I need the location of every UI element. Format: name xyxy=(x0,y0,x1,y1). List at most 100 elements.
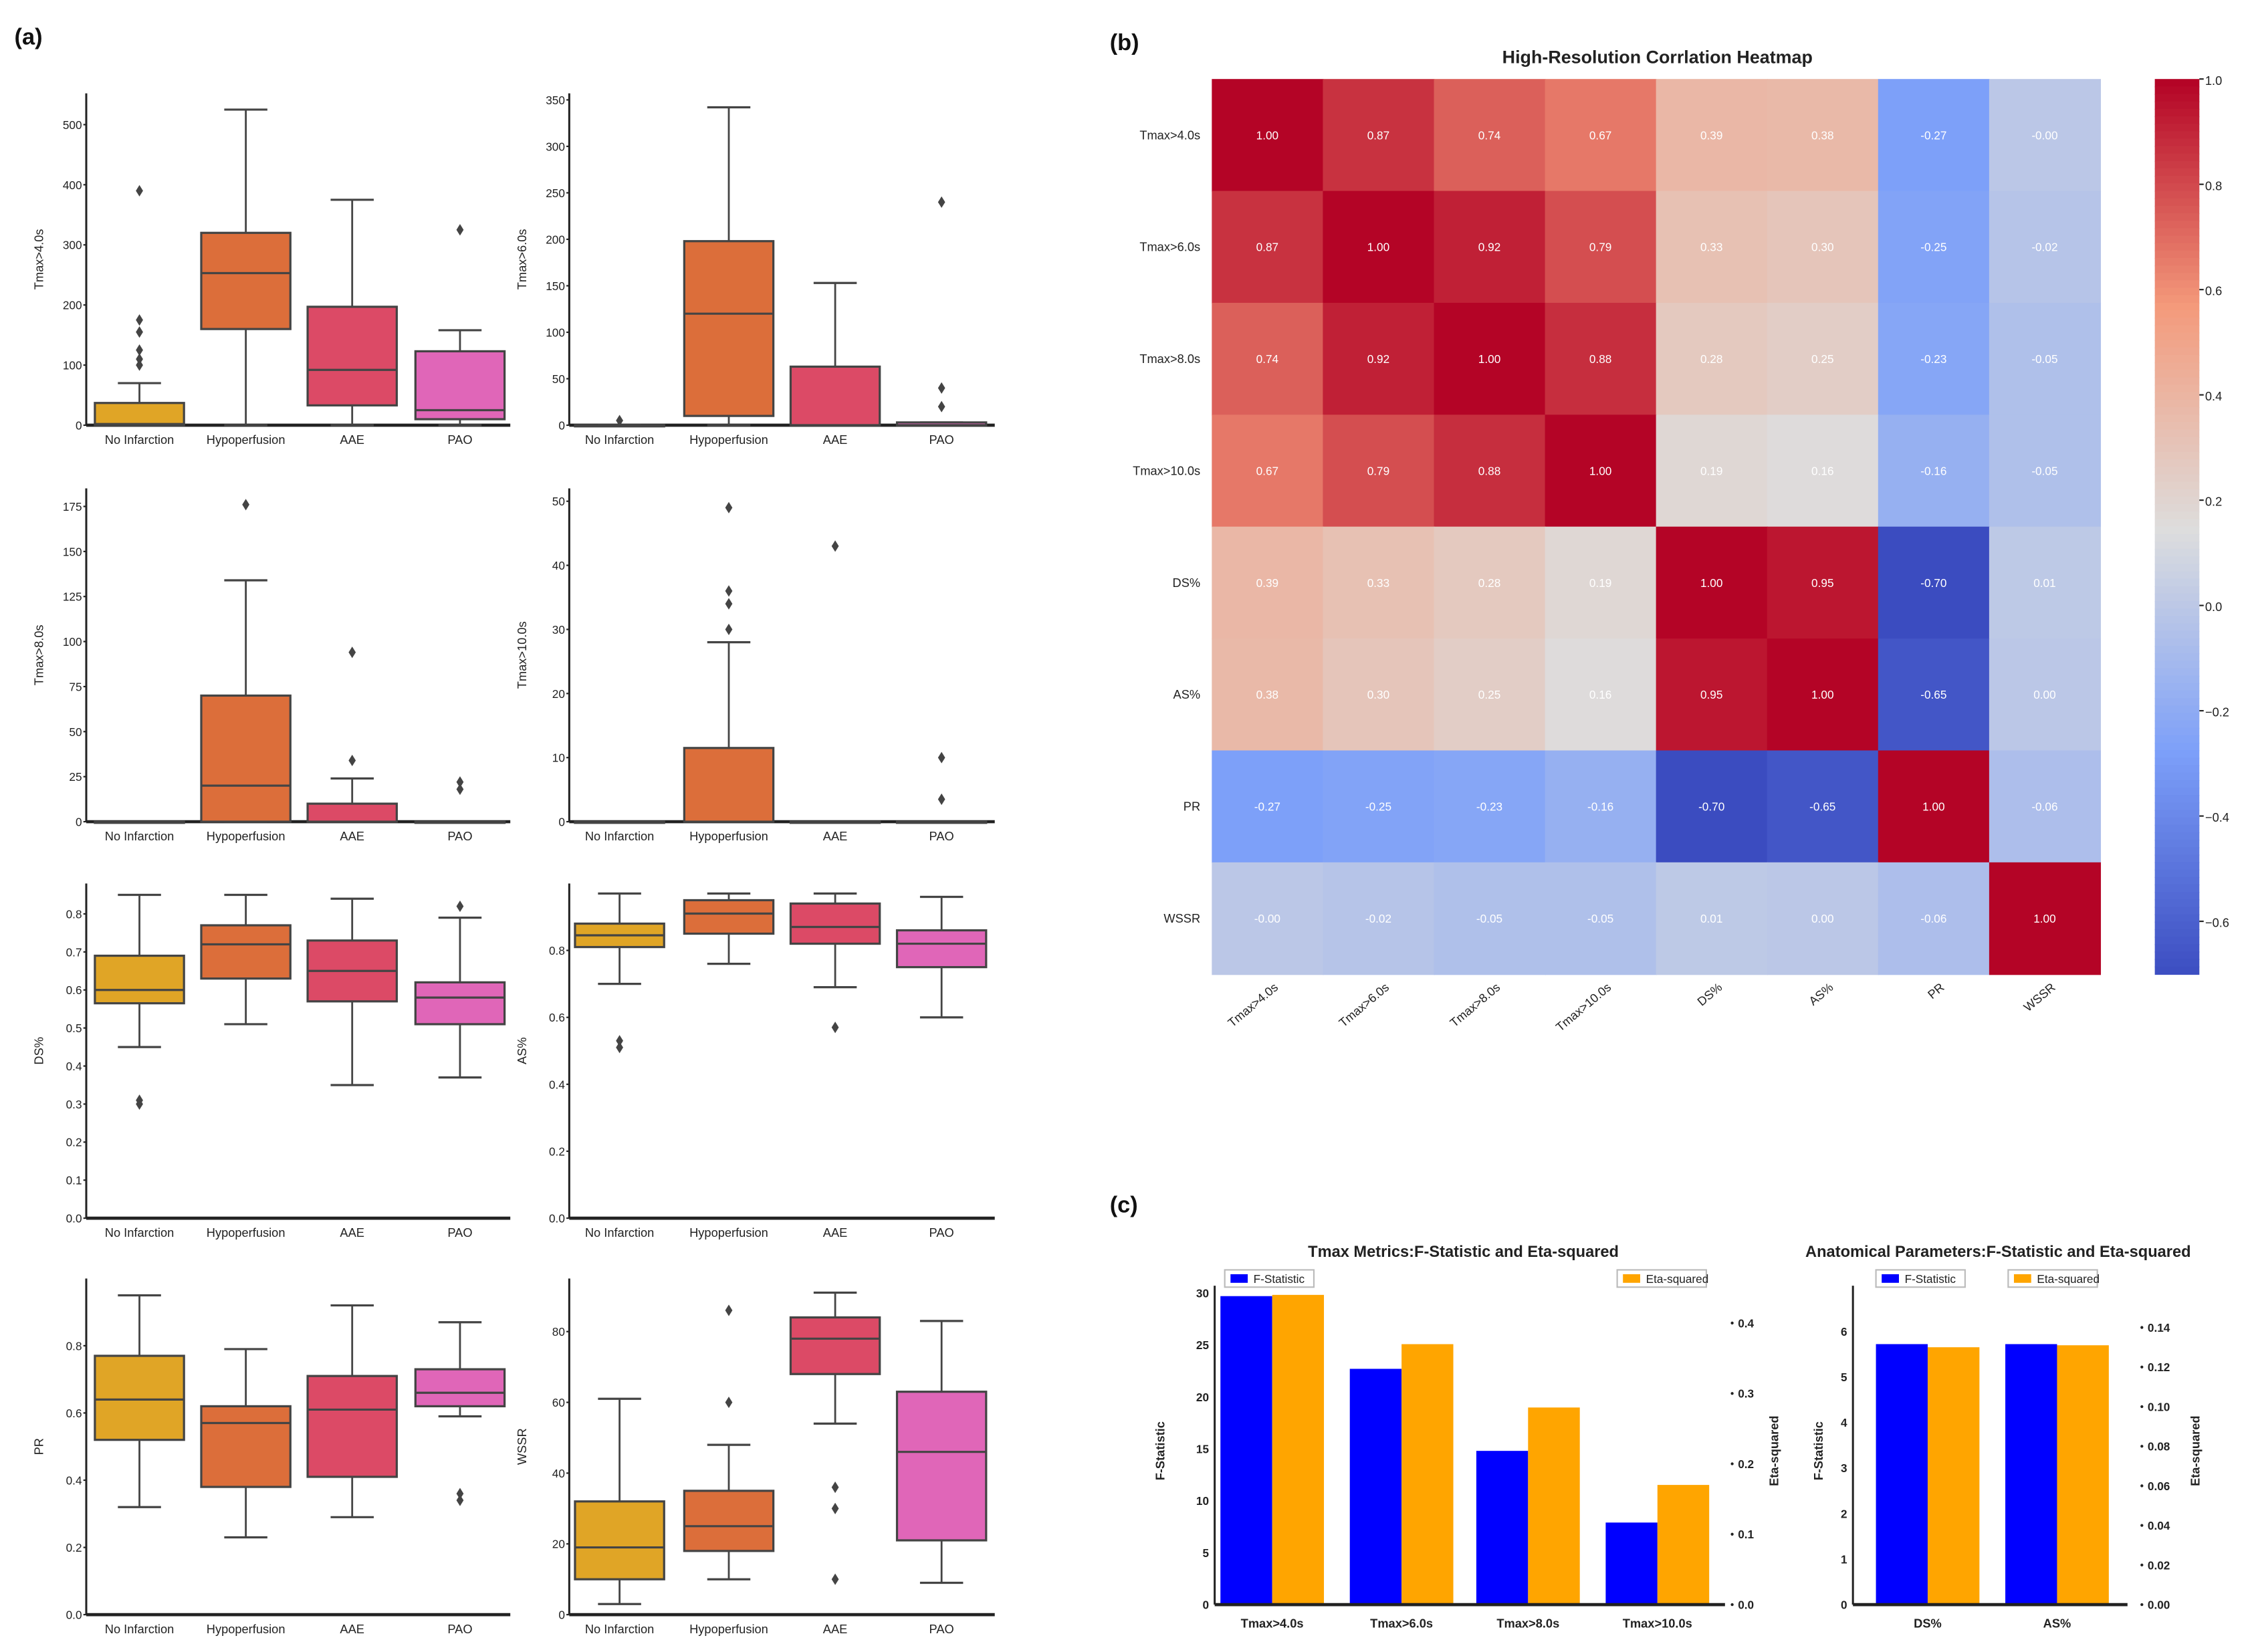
heatmap-cell-value: 0.00 xyxy=(2033,688,2055,701)
x-tick-label: No Infarction xyxy=(585,829,654,843)
y-right-tick xyxy=(1730,1532,1734,1536)
heatmap-cell-value: 0.01 xyxy=(2033,576,2055,590)
y-left-axis-label: F-Statistic xyxy=(1811,1421,1825,1480)
heatmap-cell-value: 0.88 xyxy=(1478,464,1500,477)
colorbar-segment xyxy=(2154,534,2200,543)
box-aae xyxy=(306,897,398,1086)
panel-label-c: (c) xyxy=(1110,1193,1138,1218)
heatmap-cell-value: 0.19 xyxy=(1589,576,1611,590)
boxplot-tmax-10-0s: 0 10 20 30 40 50 Tmax>10.0s No Infarction Hypope… xyxy=(515,488,995,843)
colorbar-segment xyxy=(2154,601,2200,610)
heatmap-cell xyxy=(1767,79,1879,192)
x-tick-label: Hypoperfusion xyxy=(207,1225,286,1240)
outlier-point xyxy=(136,326,143,338)
box-hypoperfusion xyxy=(683,892,775,965)
colorbar-segment xyxy=(2154,347,2200,356)
y-tick-label: 400 xyxy=(63,179,82,192)
colorbar-segment xyxy=(2154,690,2200,699)
colorbar-segment xyxy=(2154,429,2200,438)
box-aae xyxy=(789,540,881,824)
bar-eta-squared xyxy=(1401,1344,1454,1605)
x-tick-label: AS% xyxy=(2043,1616,2071,1630)
bar-f-statistic xyxy=(1605,1522,1658,1605)
outlier-point xyxy=(456,783,464,796)
outlier-point xyxy=(456,224,464,236)
heatmap-cell xyxy=(1434,302,1546,416)
x-tick-label: Hypoperfusion xyxy=(689,1225,768,1240)
colorbar-segment xyxy=(2154,847,2200,856)
y-tick-label: 0.3 xyxy=(66,1098,82,1111)
y-tick-label: 10 xyxy=(552,751,565,765)
colorbar-segment xyxy=(2154,511,2200,520)
y-right-tick-label: 0.1 xyxy=(1738,1528,1754,1541)
outlier-point xyxy=(831,1573,839,1585)
x-tick-label: PAO xyxy=(447,433,472,447)
heatmap-cell xyxy=(1878,79,1990,192)
heatmap-cell xyxy=(1323,638,1435,751)
y-right-tick-label: 0.4 xyxy=(1738,1316,1754,1330)
y-tick-label: 0.4 xyxy=(549,1078,565,1091)
y-tick-label: 125 xyxy=(63,590,82,604)
outlier-point xyxy=(725,585,733,597)
colorbar-segment xyxy=(2154,94,2200,102)
colorbar-segment xyxy=(2154,564,2200,572)
y-axis-label: PR xyxy=(31,1438,45,1455)
heatmap-cell xyxy=(1434,191,1546,304)
colorbar-segment xyxy=(2154,556,2200,565)
colorbar-segment xyxy=(2154,257,2200,267)
colorbar-segment xyxy=(2154,332,2200,341)
heatmap-cell-value: -0.05 xyxy=(2031,352,2057,366)
colorbar-segment xyxy=(2154,578,2200,588)
colorbar-segment xyxy=(2154,422,2200,431)
heatmap-cell-value: 0.79 xyxy=(1367,464,1389,477)
heatmap-column-label: Tmax>10.0s xyxy=(1553,980,1614,1034)
heatmap-cell-value: 0.38 xyxy=(1256,688,1278,701)
colorbar-segment xyxy=(2154,824,2200,834)
legend-swatch xyxy=(1882,1274,1899,1283)
heatmap-cell xyxy=(1878,750,1990,863)
y-right-tick xyxy=(2140,1365,2144,1369)
y-tick-label: 300 xyxy=(546,140,565,153)
heatmap-cell-value: 0.01 xyxy=(1700,912,1722,925)
x-tick-label: No Infarction xyxy=(585,433,654,447)
heatmap-cell xyxy=(1989,750,2102,863)
y-tick-label: 300 xyxy=(63,239,82,252)
y-tick-label: 0.2 xyxy=(549,1145,565,1158)
heatmap-cell xyxy=(1656,191,1768,304)
y-tick-label: 150 xyxy=(63,545,82,558)
heatmap-cell xyxy=(1878,862,1990,975)
heatmap-cell xyxy=(1656,79,1768,192)
y-tick-label: 0.6 xyxy=(549,1011,565,1024)
anova-bar-charts: Tmax Metrics:F-Statistic and Eta-squared… xyxy=(1153,1244,2202,1630)
heatmap-cell-value: -0.70 xyxy=(1920,576,1946,590)
iqr-box xyxy=(789,365,881,427)
iqr-box xyxy=(683,899,775,935)
heatmap-column-label: DS% xyxy=(1694,980,1724,1009)
heatmap-cell-value: 0.95 xyxy=(1811,576,1833,590)
heatmap-cell-value: 0.74 xyxy=(1256,352,1279,366)
colorbar-segment xyxy=(2154,899,2200,908)
iqr-box xyxy=(683,240,775,417)
iqr-box xyxy=(683,747,775,823)
y-left-tick-label: 5 xyxy=(1841,1371,1847,1384)
colorbar-segment xyxy=(2154,340,2200,349)
y-left-tick-label: 3 xyxy=(1841,1461,1847,1475)
box-aae xyxy=(789,281,881,427)
colorbar-segment xyxy=(2154,474,2200,483)
heatmap-row-label: Tmax>10.0s xyxy=(1133,463,1200,477)
x-tick-label: AAE xyxy=(340,433,364,447)
colorbar-segment xyxy=(2154,444,2200,453)
legend-eta-squared: Eta-squared xyxy=(1616,1269,1708,1288)
box-hypoperfusion xyxy=(200,1348,292,1539)
outlier-point xyxy=(136,344,143,356)
colorbar-segment xyxy=(2154,302,2200,312)
x-tick-label: AAE xyxy=(340,1622,364,1636)
y-tick-label: 100 xyxy=(63,635,82,648)
colorbar-segment xyxy=(2154,362,2200,371)
heatmap-cell-value: 0.33 xyxy=(1367,576,1389,590)
iqr-box xyxy=(94,402,185,427)
y-tick-label: 0.6 xyxy=(66,1407,82,1420)
heatmap-cell-value: -0.16 xyxy=(1587,800,1613,814)
colorbar-segment xyxy=(2154,280,2200,289)
heatmap-cell xyxy=(1878,415,1990,527)
